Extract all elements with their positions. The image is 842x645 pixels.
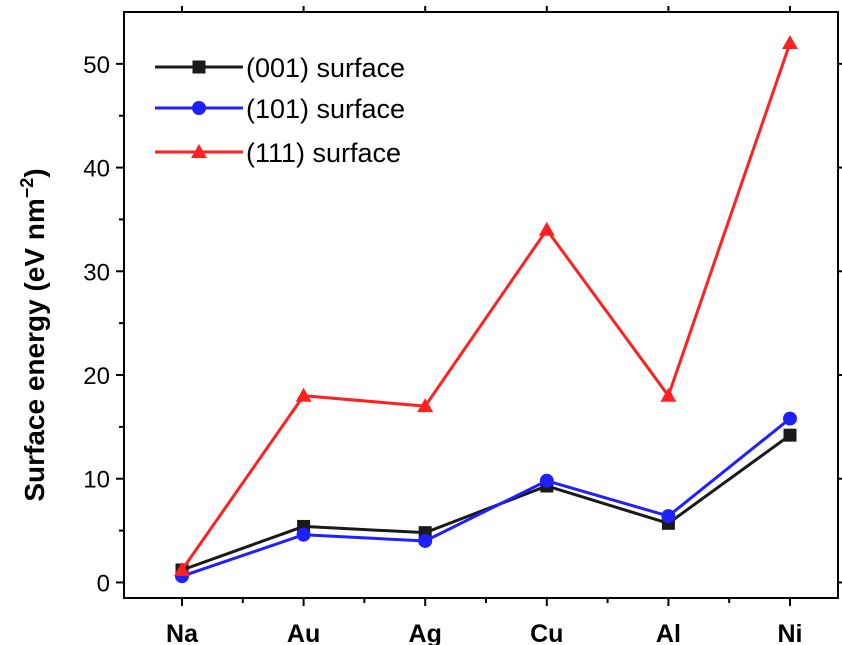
y-tick-label: 40 — [83, 156, 110, 183]
y-tick-label: 50 — [83, 52, 110, 79]
y-axis-title-sup: −2 — [17, 178, 37, 199]
y-axis-title: Surface energy (eV nm−2) — [17, 168, 50, 501]
legend-marker — [192, 60, 206, 74]
legend: (001) surface (101) surface (111) surface — [155, 53, 405, 168]
y-axis-ticks: 0 10 20 30 40 50 — [83, 52, 842, 597]
x-tick-label: Cu — [530, 620, 563, 645]
y-tick-label: 20 — [83, 363, 110, 390]
legend-label: (001) surface — [246, 53, 405, 83]
legend-entry: (111) surface — [155, 138, 401, 168]
x-tick-label: Ag — [409, 620, 442, 645]
series-line — [181, 433, 791, 572]
data-point — [783, 411, 797, 426]
series-line — [180, 42, 792, 571]
y-tick-label: 30 — [83, 259, 110, 286]
legend-entry: (001) surface — [155, 53, 405, 83]
y-tick-label: 0 — [97, 570, 110, 597]
x-tick-label: Al — [656, 620, 681, 645]
x-axis-ticks: Na Au Ag Cu Al Ni — [166, 6, 803, 645]
legend-marker — [191, 144, 207, 158]
legend-marker — [192, 101, 206, 115]
data-point — [782, 35, 798, 50]
data-point — [418, 533, 433, 548]
series-line — [181, 417, 791, 578]
y-axis-title-main: Surface energy (eV nm — [19, 198, 50, 501]
y-axis-title-close: ) — [19, 168, 50, 177]
data-point — [661, 509, 676, 524]
plot-border — [123, 11, 839, 599]
series-3 — [174, 35, 798, 576]
series-1 — [175, 428, 797, 577]
data-point — [296, 527, 311, 542]
y-tick-label: 10 — [83, 467, 110, 494]
legend-label: (111) surface — [246, 138, 401, 168]
data-point — [783, 428, 797, 442]
x-tick-label: Ni — [778, 620, 803, 645]
plot-frame — [123, 11, 839, 599]
data-point — [538, 221, 555, 236]
series-layer — [174, 35, 798, 584]
data-point — [295, 387, 312, 402]
x-tick-label: Au — [287, 620, 320, 645]
legend-entry: (101) surface — [155, 94, 405, 124]
legend-label: (101) surface — [246, 94, 405, 124]
data-point — [539, 473, 554, 488]
data-point — [417, 398, 434, 413]
x-tick-label: Na — [166, 620, 199, 645]
data-point — [174, 561, 190, 576]
data-point — [660, 387, 677, 402]
